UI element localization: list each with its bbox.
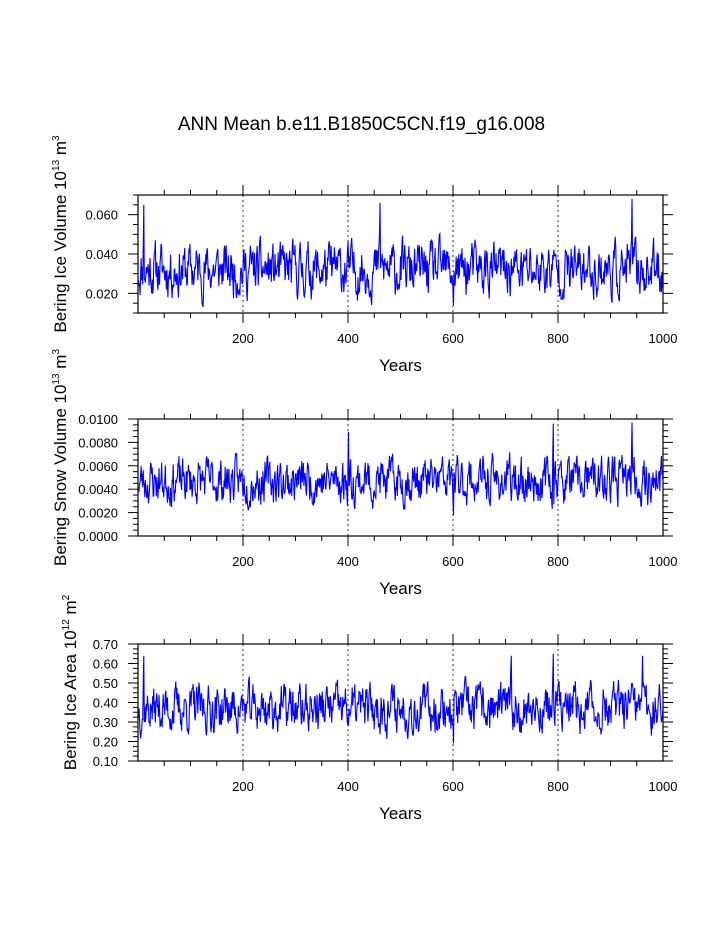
x-tick-label: 800 — [547, 331, 569, 346]
x-tick-label: 800 — [547, 554, 569, 569]
x-tick-label: 600 — [442, 779, 464, 794]
y-tick-label: 0.0080 — [78, 435, 118, 450]
chart-panel-3: 200 400 600 800 1000 0.10 0.20 0.30 0.40 0.50 0.60… — [61, 594, 677, 823]
y-tick-label: 0.20 — [93, 735, 118, 750]
chart-title: ANN Mean b.e11.B1850C5CN.f19_g16.008 — [177, 114, 546, 135]
x-tick-label: 600 — [442, 554, 464, 569]
x-tick-label: 400 — [337, 331, 359, 346]
x-tick-label: 600 — [442, 331, 464, 346]
x-axis-title: Years — [379, 579, 422, 598]
x-tick-label: 200 — [232, 331, 254, 346]
y-tick-label: 0.0040 — [78, 482, 118, 497]
y-tick-label: 0.040 — [85, 247, 118, 262]
x-tick-label: 800 — [547, 779, 569, 794]
series-line — [137, 653, 664, 744]
y-tick-label: 0.70 — [93, 637, 118, 652]
y-tick-label: 0.50 — [93, 676, 118, 691]
series-line — [137, 198, 664, 308]
y-axis-title: Bering Ice Area 1012 m2 — [61, 594, 80, 770]
series-line — [138, 422, 664, 515]
x-axis-title: Years — [379, 804, 422, 823]
y-axis-title: Bering Snow Volume 1013 m3 — [51, 349, 70, 566]
y-tick-label: 0.060 — [85, 208, 118, 223]
x-tick-label: 1000 — [649, 554, 678, 569]
y-tick-label: 0.020 — [85, 286, 118, 301]
x-axis-title: Years — [379, 356, 422, 375]
chart-panel-2: 200 400 600 800 1000 0.0000 0.0020 0.0040 0.0060… — [51, 349, 677, 598]
y-tick-label: 0.0020 — [78, 506, 118, 521]
y-tick-label: 0.0100 — [78, 412, 118, 427]
y-tick-label: 0.0000 — [78, 529, 118, 544]
x-tick-label: 200 — [232, 779, 254, 794]
x-tick-label: 400 — [337, 779, 359, 794]
y-tick-label: 0.30 — [93, 715, 118, 730]
x-tick-label: 1000 — [649, 779, 678, 794]
y-axis-title: Bering Ice Volume 1013 m3 — [51, 135, 70, 333]
x-tick-label: 400 — [337, 554, 359, 569]
y-tick-label: 0.0060 — [78, 459, 118, 474]
x-tick-label: 200 — [232, 554, 254, 569]
x-tick-label: 1000 — [649, 331, 678, 346]
y-tick-label: 0.40 — [93, 696, 118, 711]
y-tick-label: 0.10 — [93, 754, 118, 769]
y-tick-label: 0.60 — [93, 657, 118, 672]
chart-panel-1: 200 400 600 800 1000 0.020 0.040 0.060 Years Beri… — [51, 135, 677, 375]
